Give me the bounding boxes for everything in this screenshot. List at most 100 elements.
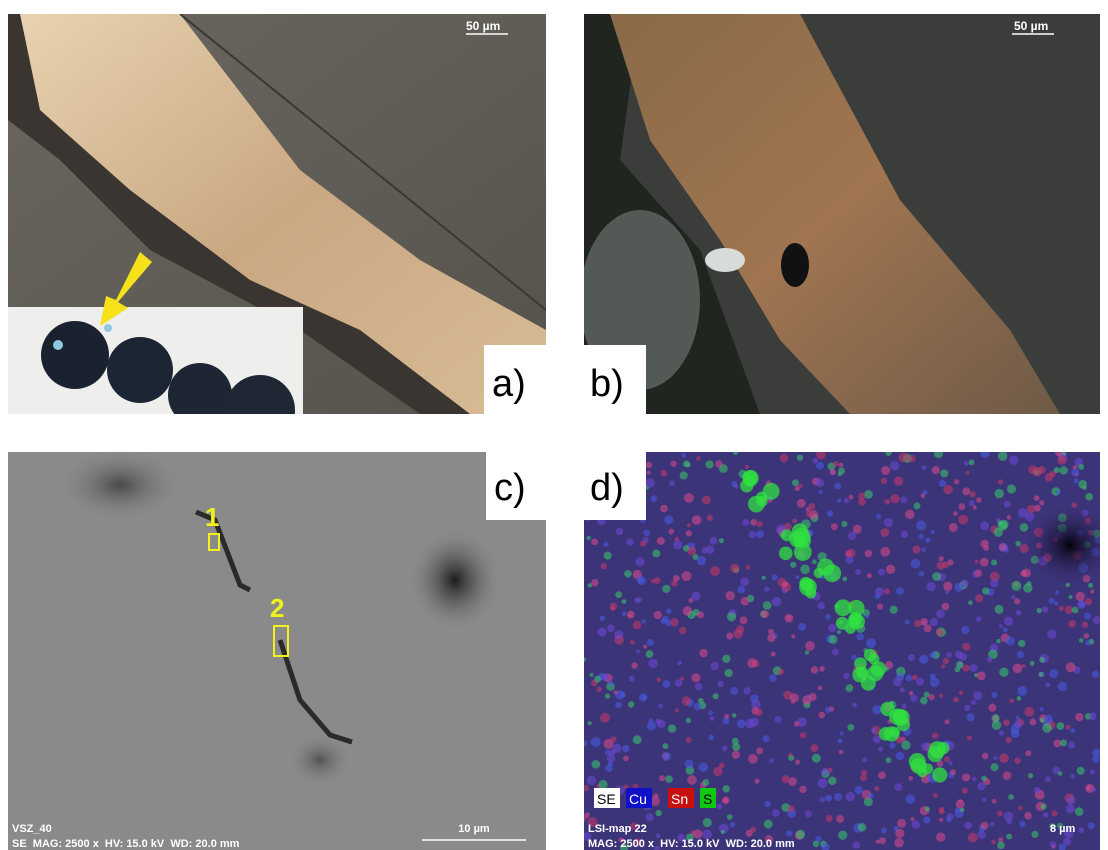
- texture-dot: [886, 757, 892, 763]
- texture-dot: [831, 523, 838, 530]
- texture-dot: [946, 652, 952, 658]
- texture-dot: [796, 830, 805, 839]
- texture-dot: [885, 450, 891, 456]
- texture-dot: [1059, 606, 1064, 611]
- texture-dot: [1016, 610, 1022, 616]
- texture-dot: [794, 721, 800, 727]
- texture-dot: [584, 812, 590, 818]
- texture-dot: [921, 547, 925, 551]
- texture-dot: [1016, 716, 1020, 720]
- texture-dot: [608, 681, 614, 687]
- texture-dot: [764, 587, 769, 592]
- info-line: MAG: 2500 x HV: 15.0 kV WD: 20.0 mm: [588, 838, 795, 850]
- texture-dot: [876, 514, 881, 519]
- texture-dot: [740, 616, 748, 624]
- texture-dot: [732, 751, 740, 759]
- texture-dot: [792, 519, 797, 524]
- texture-dot: [815, 478, 824, 487]
- texture-dot: [1079, 638, 1084, 643]
- info-line: LSI-map 22: [588, 823, 647, 835]
- texture-dot: [1039, 672, 1044, 677]
- texture-dot: [958, 515, 968, 525]
- texture-dot: [1058, 682, 1067, 691]
- texture-dot: [897, 819, 906, 828]
- texture-dot: [990, 822, 995, 827]
- texture-dot: [905, 620, 910, 625]
- texture-dot: [1088, 583, 1093, 588]
- texture-dot: [932, 732, 938, 738]
- texture-dot: [684, 493, 694, 503]
- texture-dot: [992, 799, 997, 804]
- texture-dot: [772, 574, 778, 580]
- texture-dot: [762, 576, 766, 580]
- texture-dot: [658, 703, 663, 708]
- texture-dot: [591, 579, 599, 587]
- texture-dot: [916, 520, 926, 530]
- texture-dot: [954, 479, 959, 484]
- texture-dot: [1004, 617, 1013, 626]
- texture-dot: [646, 462, 652, 468]
- scale-bar-label: 50 µm: [1014, 19, 1048, 33]
- texture-dot: [673, 540, 682, 549]
- texture-dot: [1078, 464, 1084, 470]
- texture-dot: [1068, 620, 1076, 628]
- texture-dot: [1006, 636, 1015, 645]
- texture-dot: [1069, 595, 1073, 599]
- texture-dot: [899, 453, 909, 463]
- texture-dot: [687, 547, 696, 556]
- texture-dot: [924, 624, 932, 632]
- texture-dot: [1050, 841, 1057, 848]
- texture-dot: [698, 698, 704, 704]
- texture-dot: [865, 614, 869, 618]
- texture-dot: [1055, 448, 1063, 456]
- texture-dot: [1092, 748, 1100, 756]
- texture-dot: [1030, 661, 1035, 666]
- texture-dot: [884, 589, 890, 595]
- texture-dot: [799, 786, 806, 793]
- texture-dot: [1022, 664, 1026, 668]
- texture-dot: [911, 820, 920, 829]
- texture-dot: [826, 815, 833, 822]
- texture-dot: [812, 458, 818, 464]
- texture-dot: [1004, 501, 1011, 508]
- texture-dot: [816, 462, 824, 470]
- texture-dot: [953, 511, 958, 516]
- texture-dot: [756, 530, 764, 538]
- texture-dot: [1018, 806, 1023, 811]
- texture-dot: [969, 459, 975, 465]
- texture-dot: [910, 695, 917, 702]
- texture-dot: [1019, 821, 1025, 827]
- texture-dot: [853, 841, 860, 848]
- texture-dot: [871, 728, 876, 733]
- texture-dot: [943, 485, 952, 494]
- texture-dot: [670, 461, 676, 467]
- texture-dot: [837, 738, 842, 743]
- texture-dot: [917, 767, 927, 777]
- texture-dot: [936, 609, 945, 618]
- texture-dot: [588, 721, 592, 725]
- texture-dot: [710, 716, 715, 721]
- texture-dot: [792, 479, 799, 486]
- texture-dot: [723, 798, 728, 803]
- texture-dot: [616, 528, 624, 536]
- texture-dot: [743, 687, 750, 694]
- texture-dot: [974, 569, 982, 577]
- texture-dot: [832, 649, 839, 656]
- texture-dot: [646, 813, 654, 821]
- texture-dot: [633, 735, 642, 744]
- texture-dot: [697, 611, 704, 618]
- texture-dot: [1066, 662, 1076, 672]
- texture-dot: [686, 530, 692, 536]
- texture-dot: [811, 666, 818, 673]
- texture-dot: [973, 505, 977, 509]
- texture-dot: [1011, 581, 1021, 591]
- texture-dot: [971, 700, 976, 705]
- texture-dot: [649, 718, 654, 723]
- texture-dot: [1045, 682, 1050, 687]
- texture-dot: [921, 742, 930, 751]
- panel-c: 1 2 VSZ_40 SE MAG: 2500 x HV: 15.0 kV WD…: [8, 450, 546, 850]
- texture-dot: [594, 676, 601, 683]
- texture-dot: [710, 566, 720, 576]
- texture-dot: [740, 577, 749, 586]
- texture-dot: [605, 765, 612, 772]
